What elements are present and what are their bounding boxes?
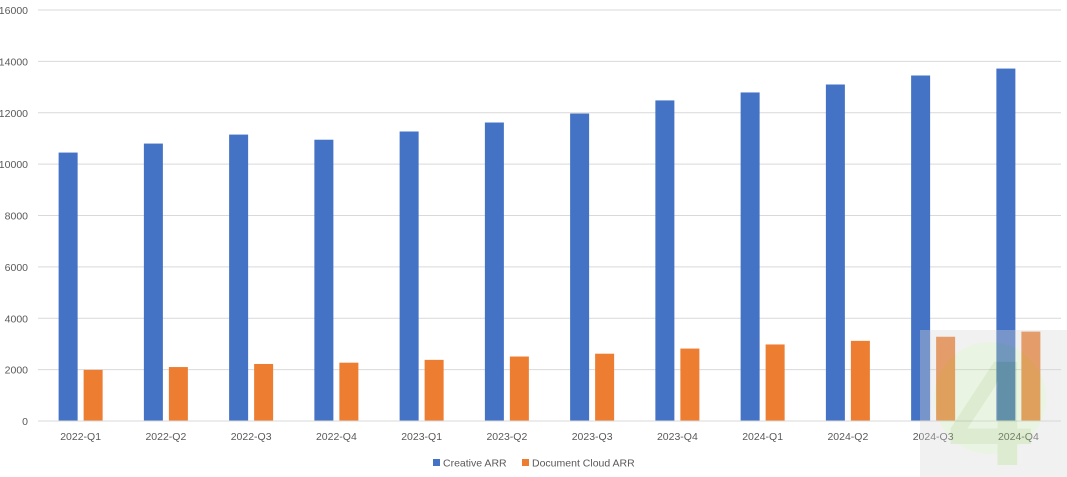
y-tick-label: 12000 bbox=[0, 108, 28, 120]
bar-creative-arr-2024-Q3 bbox=[911, 75, 931, 422]
legend-swatch-document-cloud-arr bbox=[522, 459, 529, 466]
bar-creative-arr-2022-Q2 bbox=[143, 143, 163, 421]
bar-document-cloud-arr-2022-Q1 bbox=[83, 369, 103, 421]
legend: Creative ARR Document Cloud ARR bbox=[433, 458, 635, 470]
x-tick-label: 2023-Q1 bbox=[401, 431, 442, 443]
bar-creative-arr-2022-Q1 bbox=[58, 152, 78, 422]
y-tick-label: 2000 bbox=[5, 365, 29, 377]
legend-label-document-cloud-arr: Document Cloud ARR bbox=[532, 458, 635, 470]
bar-document-cloud-arr-2024-Q4 bbox=[1021, 331, 1041, 421]
bar-document-cloud-arr-2023-Q2 bbox=[509, 356, 529, 421]
y-tick-label: 0 bbox=[22, 416, 28, 428]
x-tick-label: 2022-Q1 bbox=[60, 431, 101, 443]
bar-creative-arr-2024-Q2 bbox=[825, 84, 845, 422]
bar-document-cloud-arr-2024-Q2 bbox=[850, 340, 870, 421]
x-tick-label: 2022-Q3 bbox=[231, 431, 272, 443]
watermark-logo: 4 bbox=[920, 329, 1067, 477]
bar-document-cloud-arr-2022-Q4 bbox=[339, 362, 359, 421]
y-tick-label: 8000 bbox=[5, 211, 29, 223]
y-tick-label: 16000 bbox=[0, 5, 28, 17]
watermark-glyph: 4 bbox=[948, 329, 1031, 477]
x-tick-label: 2024-Q4 bbox=[998, 431, 1039, 443]
y-tick-label: 4000 bbox=[5, 313, 29, 325]
x-tick-label: 2024-Q1 bbox=[742, 431, 783, 443]
gridlines bbox=[38, 9, 1061, 371]
bar-document-cloud-arr-2023-Q1 bbox=[424, 359, 444, 421]
x-axis-tick-labels: 2022-Q1 2022-Q2 2022-Q3 2022-Q4 2023-Q1 2023-… bbox=[60, 431, 1039, 443]
bars bbox=[58, 68, 1041, 422]
x-tick-label: 2024-Q3 bbox=[913, 431, 954, 443]
bar-creative-arr-2023-Q4 bbox=[655, 100, 675, 422]
y-axis-tick-labels: 0 2000 4000 6000 8000 10000 12000 14000 16000 bbox=[0, 5, 28, 428]
bar-creative-arr-2023-Q1 bbox=[399, 131, 419, 421]
legend-label-creative-arr: Creative ARR bbox=[443, 458, 507, 470]
x-tick-label: 2024-Q2 bbox=[827, 431, 868, 443]
legend-swatch-creative-arr bbox=[433, 459, 440, 466]
bar-creative-arr-2024-Q1 bbox=[740, 92, 760, 421]
bar-creative-arr-2023-Q3 bbox=[570, 113, 590, 421]
bar-creative-arr-2024-Q4 bbox=[996, 68, 1016, 421]
x-tick-label: 2023-Q3 bbox=[572, 431, 613, 443]
bar-creative-arr-2022-Q3 bbox=[229, 134, 249, 421]
x-tick-label: 2022-Q4 bbox=[316, 431, 357, 443]
x-tick-label: 2023-Q2 bbox=[486, 431, 527, 443]
bar-document-cloud-arr-2023-Q3 bbox=[595, 353, 615, 421]
y-tick-label: 6000 bbox=[5, 262, 29, 274]
bar-document-cloud-arr-2024-Q3 bbox=[936, 336, 956, 421]
bar-document-cloud-arr-2024-Q1 bbox=[765, 344, 785, 421]
bar-document-cloud-arr-2022-Q2 bbox=[168, 367, 188, 421]
bar-creative-arr-2022-Q4 bbox=[314, 139, 334, 422]
bar-creative-arr-2023-Q2 bbox=[484, 122, 504, 421]
x-tick-label: 2023-Q4 bbox=[657, 431, 698, 443]
bar-document-cloud-arr-2023-Q4 bbox=[680, 348, 700, 421]
y-tick-label: 14000 bbox=[0, 56, 28, 68]
y-tick-label: 10000 bbox=[0, 159, 28, 171]
x-tick-label: 2022-Q2 bbox=[145, 431, 186, 443]
bar-document-cloud-arr-2022-Q3 bbox=[254, 363, 274, 421]
